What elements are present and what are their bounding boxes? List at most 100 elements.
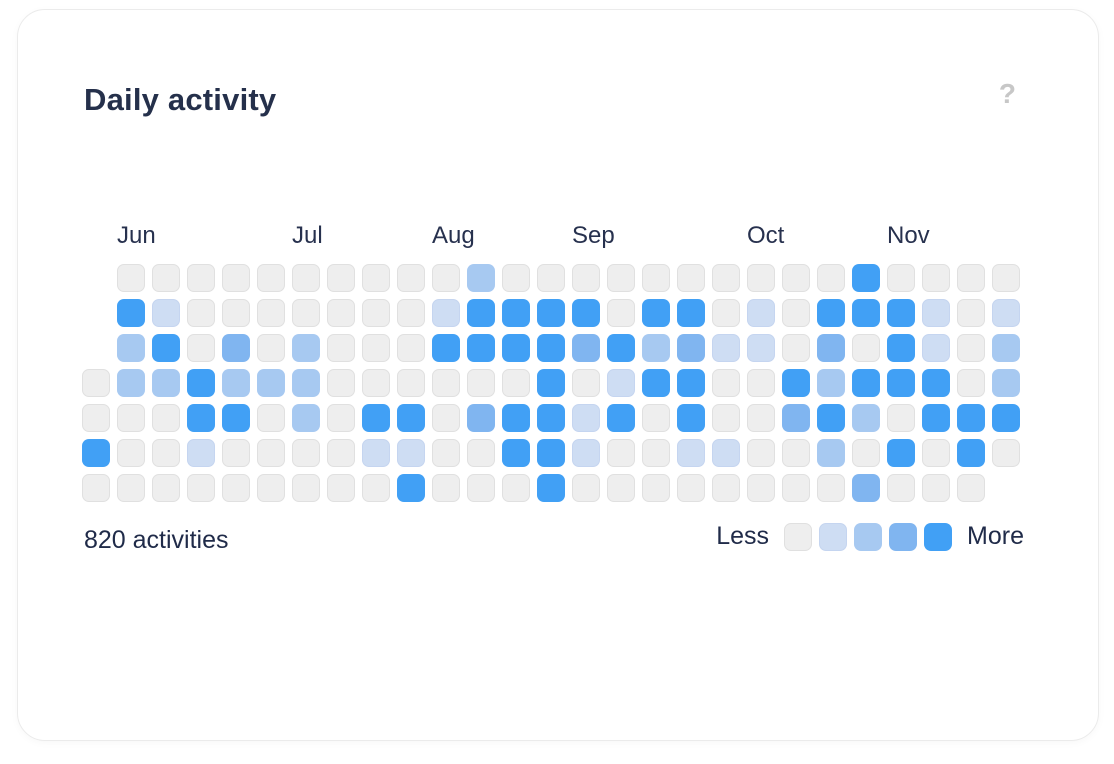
activity-cell[interactable] <box>572 299 600 327</box>
activity-cell[interactable] <box>152 264 180 292</box>
activity-cell[interactable] <box>677 369 705 397</box>
activity-cell[interactable] <box>292 439 320 467</box>
activity-cell[interactable] <box>187 474 215 502</box>
activity-cell[interactable] <box>327 439 355 467</box>
activity-cell[interactable] <box>677 439 705 467</box>
activity-cell[interactable] <box>327 474 355 502</box>
activity-cell[interactable] <box>992 264 1020 292</box>
activity-cell[interactable] <box>572 264 600 292</box>
activity-cell[interactable] <box>152 369 180 397</box>
activity-cell[interactable] <box>257 334 285 362</box>
activity-cell[interactable] <box>537 299 565 327</box>
activity-cell[interactable] <box>642 264 670 292</box>
activity-cell[interactable] <box>607 439 635 467</box>
activity-cell[interactable] <box>712 334 740 362</box>
activity-cell[interactable] <box>397 369 425 397</box>
help-icon[interactable]: ? <box>998 78 1016 109</box>
activity-cell[interactable] <box>187 404 215 432</box>
activity-cell[interactable] <box>607 474 635 502</box>
activity-cell[interactable] <box>467 404 495 432</box>
activity-cell[interactable] <box>292 369 320 397</box>
activity-cell[interactable] <box>817 404 845 432</box>
activity-cell[interactable] <box>957 369 985 397</box>
activity-cell[interactable] <box>397 299 425 327</box>
activity-cell[interactable] <box>747 299 775 327</box>
activity-cell[interactable] <box>607 299 635 327</box>
activity-cell[interactable] <box>992 404 1020 432</box>
activity-cell[interactable] <box>747 404 775 432</box>
activity-cell[interactable] <box>747 264 775 292</box>
activity-cell[interactable] <box>712 439 740 467</box>
activity-cell[interactable] <box>467 474 495 502</box>
activity-cell[interactable] <box>397 334 425 362</box>
activity-cell[interactable] <box>712 264 740 292</box>
activity-cell[interactable] <box>677 474 705 502</box>
activity-cell[interactable] <box>117 334 145 362</box>
activity-cell[interactable] <box>887 264 915 292</box>
activity-cell[interactable] <box>677 404 705 432</box>
activity-cell[interactable] <box>187 299 215 327</box>
activity-cell[interactable] <box>222 474 250 502</box>
activity-cell[interactable] <box>117 299 145 327</box>
activity-cell[interactable] <box>607 404 635 432</box>
activity-cell[interactable] <box>397 404 425 432</box>
activity-cell[interactable] <box>82 369 110 397</box>
activity-cell[interactable] <box>257 404 285 432</box>
activity-cell[interactable] <box>642 404 670 432</box>
activity-cell[interactable] <box>607 264 635 292</box>
activity-cell[interactable] <box>642 299 670 327</box>
activity-cell[interactable] <box>362 404 390 432</box>
activity-cell[interactable] <box>502 334 530 362</box>
activity-cell[interactable] <box>572 439 600 467</box>
activity-cell[interactable] <box>677 264 705 292</box>
activity-cell[interactable] <box>432 439 460 467</box>
activity-cell[interactable] <box>922 264 950 292</box>
activity-cell[interactable] <box>152 474 180 502</box>
activity-cell[interactable] <box>817 474 845 502</box>
activity-cell[interactable] <box>152 439 180 467</box>
activity-cell[interactable] <box>467 369 495 397</box>
activity-cell[interactable] <box>327 404 355 432</box>
activity-cell[interactable] <box>992 369 1020 397</box>
activity-cell[interactable] <box>852 334 880 362</box>
activity-cell[interactable] <box>782 299 810 327</box>
activity-cell[interactable] <box>152 404 180 432</box>
activity-cell[interactable] <box>432 334 460 362</box>
activity-cell[interactable] <box>817 334 845 362</box>
activity-cell[interactable] <box>817 439 845 467</box>
activity-cell[interactable] <box>502 404 530 432</box>
activity-cell[interactable] <box>187 264 215 292</box>
activity-cell[interactable] <box>432 264 460 292</box>
activity-cell[interactable] <box>82 474 110 502</box>
activity-cell[interactable] <box>922 404 950 432</box>
activity-cell[interactable] <box>327 264 355 292</box>
activity-cell[interactable] <box>922 334 950 362</box>
activity-cell[interactable] <box>852 404 880 432</box>
activity-cell[interactable] <box>502 299 530 327</box>
activity-cell[interactable] <box>957 474 985 502</box>
activity-cell[interactable] <box>187 334 215 362</box>
activity-cell[interactable] <box>502 439 530 467</box>
activity-cell[interactable] <box>817 264 845 292</box>
activity-cell[interactable] <box>957 404 985 432</box>
activity-cell[interactable] <box>537 264 565 292</box>
activity-cell[interactable] <box>747 369 775 397</box>
activity-cell[interactable] <box>467 334 495 362</box>
activity-cell[interactable] <box>852 369 880 397</box>
activity-cell[interactable] <box>362 369 390 397</box>
activity-cell[interactable] <box>782 264 810 292</box>
activity-cell[interactable] <box>327 299 355 327</box>
activity-cell[interactable] <box>922 439 950 467</box>
activity-cell[interactable] <box>502 474 530 502</box>
activity-cell[interactable] <box>432 369 460 397</box>
activity-cell[interactable] <box>852 264 880 292</box>
activity-cell[interactable] <box>607 334 635 362</box>
activity-cell[interactable] <box>817 299 845 327</box>
activity-cell[interactable] <box>502 369 530 397</box>
activity-cell[interactable] <box>327 369 355 397</box>
activity-cell[interactable] <box>712 369 740 397</box>
activity-cell[interactable] <box>362 474 390 502</box>
activity-cell[interactable] <box>82 439 110 467</box>
activity-cell[interactable] <box>642 334 670 362</box>
activity-cell[interactable] <box>642 474 670 502</box>
